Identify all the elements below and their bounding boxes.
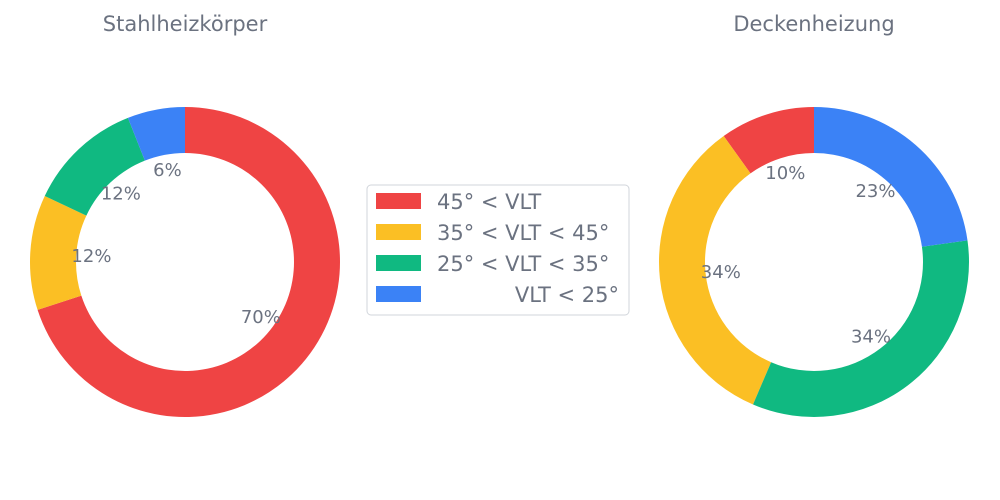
donut-slice bbox=[44, 117, 145, 216]
legend-swatch-35-45 bbox=[376, 224, 421, 240]
donut-slice bbox=[659, 136, 772, 405]
legend-label-45-vlt: 45° < VLT bbox=[437, 190, 541, 214]
legend-label-below-25: VLT < 25° bbox=[515, 283, 619, 307]
donut-slices bbox=[30, 107, 340, 417]
donut-slice bbox=[753, 240, 969, 417]
donut-slice bbox=[127, 107, 185, 161]
donut-labels: 10% 34% 34% 23% bbox=[701, 163, 896, 348]
chart-title: Deckenheizung bbox=[733, 12, 894, 36]
donut-slice bbox=[814, 107, 968, 247]
donut-percent-label: 34% bbox=[851, 326, 891, 347]
donut-chart-stahlheizkoerper: Stahlheizkörper 70% 12% 12% 6% bbox=[30, 12, 340, 417]
donut-percent-label: 12% bbox=[71, 246, 111, 267]
legend-swatch-45-vlt bbox=[376, 193, 421, 209]
donut-slices bbox=[659, 107, 969, 417]
donut-labels: 70% 12% 12% 6% bbox=[71, 160, 280, 328]
donut-percent-label: 23% bbox=[855, 181, 895, 202]
donut-percent-label: 70% bbox=[241, 307, 281, 328]
donut-slice bbox=[30, 196, 87, 310]
legend: 45° < VLT 35° < VLT < 45° 25° < VLT < 35… bbox=[366, 184, 630, 316]
donut-percent-label: 6% bbox=[153, 160, 182, 181]
donut-percent-label: 10% bbox=[765, 163, 805, 184]
legend-swatch-25-35 bbox=[376, 255, 421, 271]
legend-box bbox=[366, 184, 630, 316]
donut-percent-label: 34% bbox=[701, 262, 741, 283]
donut-slice bbox=[37, 107, 340, 417]
legend-swatch-below-25 bbox=[376, 286, 421, 302]
donut-chart-deckenheizung: Deckenheizung 10% 34% 34% 23% bbox=[659, 12, 969, 417]
donut-slice bbox=[723, 107, 814, 174]
chart-title: Stahlheizkörper bbox=[103, 12, 268, 36]
legend-label-35-45: 35° < VLT < 45° bbox=[437, 221, 609, 245]
legend-label-25-35: 25° < VLT < 35° bbox=[437, 252, 609, 276]
donut-percent-label: 12% bbox=[101, 184, 141, 205]
